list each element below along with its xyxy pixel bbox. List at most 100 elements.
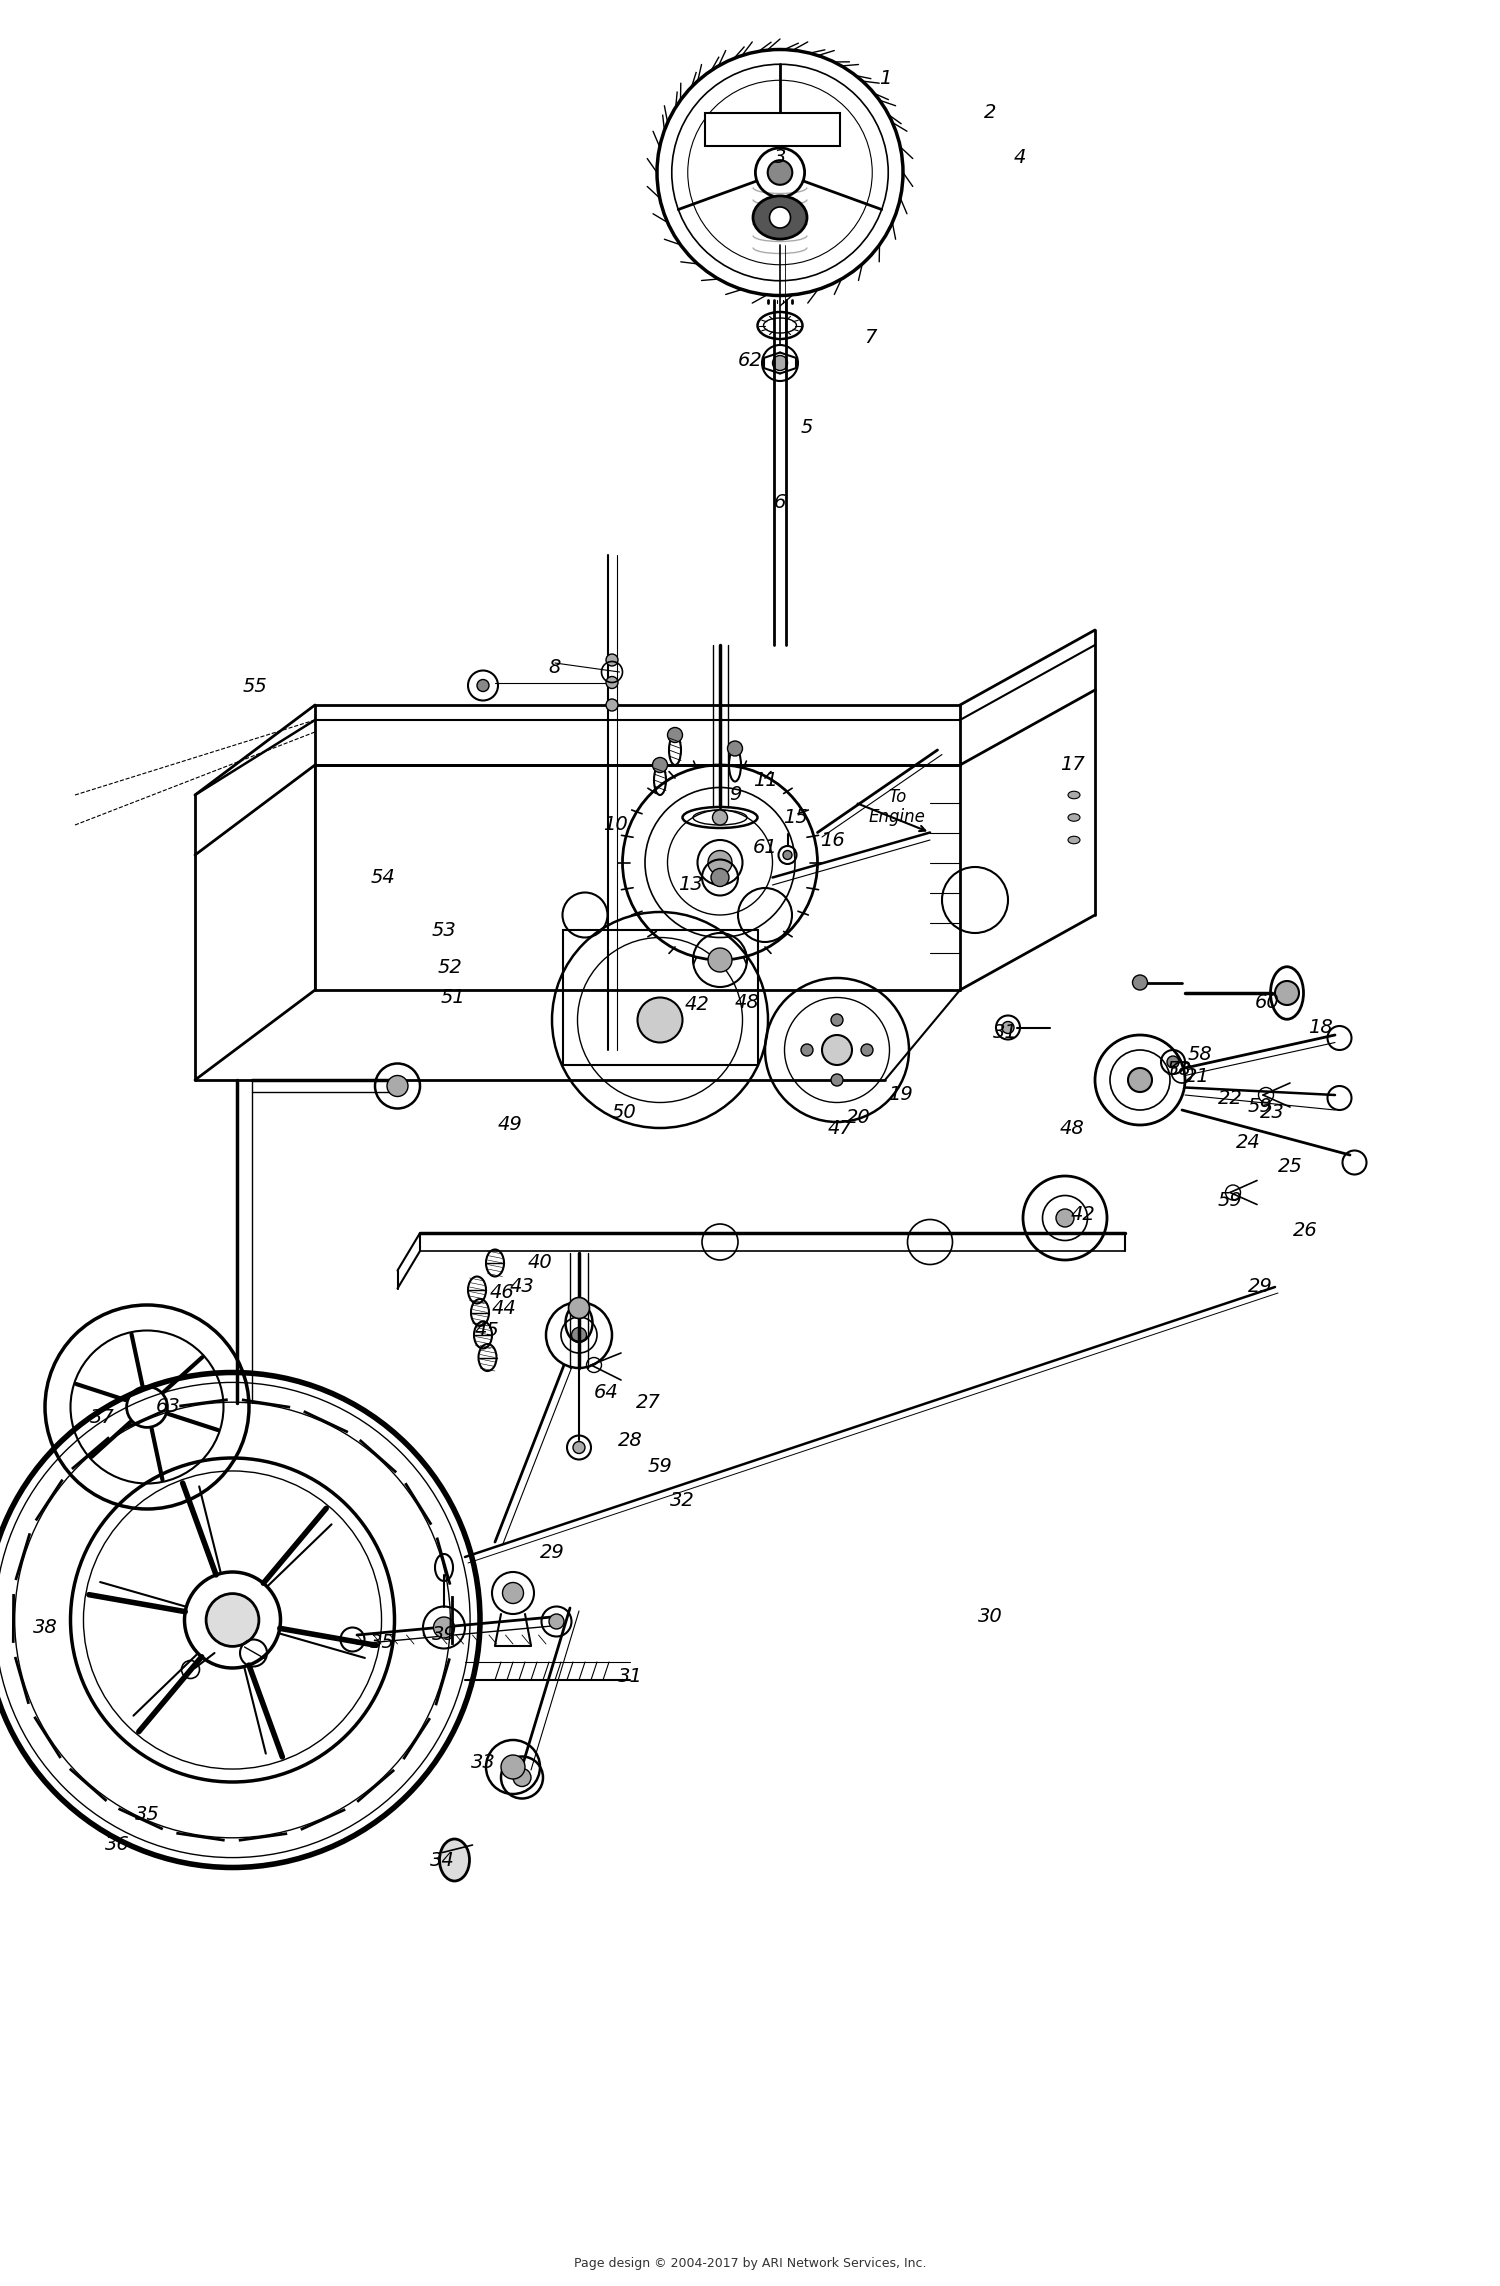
Text: 51: 51 xyxy=(441,988,465,1008)
Circle shape xyxy=(568,1298,590,1319)
Text: 42: 42 xyxy=(1071,1205,1095,1225)
Circle shape xyxy=(768,160,792,185)
Text: 6: 6 xyxy=(774,494,786,512)
Ellipse shape xyxy=(1068,814,1080,821)
Text: 26: 26 xyxy=(1293,1221,1317,1239)
Text: 38: 38 xyxy=(33,1618,57,1637)
Circle shape xyxy=(708,850,732,876)
Circle shape xyxy=(668,727,682,743)
Text: 19: 19 xyxy=(888,1086,912,1104)
Circle shape xyxy=(1167,1056,1179,1068)
Text: 31: 31 xyxy=(993,1022,1017,1042)
Text: 15: 15 xyxy=(783,807,807,828)
Text: 54: 54 xyxy=(370,869,394,887)
Text: 29: 29 xyxy=(540,1543,564,1561)
Circle shape xyxy=(711,869,729,887)
Circle shape xyxy=(513,1769,531,1785)
Text: 64: 64 xyxy=(594,1383,618,1401)
Circle shape xyxy=(573,1442,585,1454)
Text: 21: 21 xyxy=(1185,1068,1209,1086)
Ellipse shape xyxy=(753,197,807,240)
Circle shape xyxy=(206,1593,260,1646)
Text: Page design © 2004-2017 by ARI Network Services, Inc.: Page design © 2004-2017 by ARI Network S… xyxy=(573,2256,926,2270)
Text: 2: 2 xyxy=(984,103,996,121)
Circle shape xyxy=(1132,976,1148,990)
Text: 49: 49 xyxy=(498,1116,522,1134)
Circle shape xyxy=(772,357,788,370)
Bar xyxy=(705,112,840,146)
Text: 59: 59 xyxy=(1248,1097,1272,1116)
Text: 24: 24 xyxy=(1236,1134,1260,1152)
Circle shape xyxy=(606,700,618,711)
Text: 34: 34 xyxy=(430,1849,454,1870)
Circle shape xyxy=(387,1074,408,1097)
Circle shape xyxy=(783,850,792,860)
Text: 16: 16 xyxy=(821,830,844,850)
Text: 22: 22 xyxy=(1218,1088,1242,1106)
Text: 40: 40 xyxy=(528,1253,552,1273)
Bar xyxy=(562,930,758,1065)
Circle shape xyxy=(1275,981,1299,1006)
Ellipse shape xyxy=(1068,791,1080,798)
Circle shape xyxy=(652,757,668,773)
Text: 48: 48 xyxy=(735,992,759,1010)
Text: 20: 20 xyxy=(846,1109,870,1127)
Circle shape xyxy=(572,1328,586,1342)
Circle shape xyxy=(861,1045,873,1056)
Text: 43: 43 xyxy=(510,1278,534,1296)
Circle shape xyxy=(606,654,618,665)
Circle shape xyxy=(549,1614,564,1630)
Text: 31: 31 xyxy=(618,1666,642,1687)
Circle shape xyxy=(638,997,682,1042)
Text: 45: 45 xyxy=(476,1321,500,1340)
Text: 5: 5 xyxy=(801,418,813,437)
Text: 8: 8 xyxy=(549,658,561,677)
Circle shape xyxy=(1056,1209,1074,1228)
Text: 52: 52 xyxy=(438,958,462,976)
Text: 61: 61 xyxy=(753,839,777,857)
Text: 44: 44 xyxy=(492,1298,516,1317)
Circle shape xyxy=(822,1036,852,1065)
Circle shape xyxy=(1128,1068,1152,1093)
Text: 47: 47 xyxy=(828,1118,852,1138)
Text: 35: 35 xyxy=(370,1632,394,1653)
Text: 28: 28 xyxy=(618,1431,642,1449)
Text: To
Engine: To Engine xyxy=(868,789,925,828)
Text: 37: 37 xyxy=(90,1408,114,1426)
Circle shape xyxy=(477,679,489,690)
Circle shape xyxy=(433,1616,454,1639)
Circle shape xyxy=(503,1582,524,1602)
Text: 62: 62 xyxy=(738,350,762,370)
Text: 33: 33 xyxy=(471,1753,495,1772)
Circle shape xyxy=(712,809,728,825)
Ellipse shape xyxy=(1068,837,1080,844)
Text: 63: 63 xyxy=(156,1397,180,1417)
Text: 30: 30 xyxy=(978,1607,1002,1628)
Circle shape xyxy=(801,1045,813,1056)
Circle shape xyxy=(501,1756,525,1779)
Text: 32: 32 xyxy=(670,1490,694,1509)
Circle shape xyxy=(831,1074,843,1086)
Circle shape xyxy=(728,741,742,757)
Text: 36: 36 xyxy=(105,1836,129,1854)
Text: 11: 11 xyxy=(753,770,777,789)
Text: 58: 58 xyxy=(1167,1061,1191,1079)
Text: 23: 23 xyxy=(1260,1104,1284,1122)
Text: 46: 46 xyxy=(490,1282,514,1303)
Text: 29: 29 xyxy=(1248,1278,1272,1296)
Circle shape xyxy=(708,949,732,972)
Text: 13: 13 xyxy=(678,876,702,894)
Circle shape xyxy=(770,208,790,229)
Ellipse shape xyxy=(440,1838,470,1881)
Text: 7: 7 xyxy=(864,327,876,347)
Text: 60: 60 xyxy=(1256,992,1280,1010)
Text: 39: 39 xyxy=(432,1625,456,1644)
Circle shape xyxy=(831,1015,843,1026)
Text: 1: 1 xyxy=(879,69,891,87)
Circle shape xyxy=(1002,1022,1014,1033)
Text: 4: 4 xyxy=(1014,149,1026,167)
Text: 55: 55 xyxy=(243,677,267,697)
Text: 25: 25 xyxy=(1278,1157,1302,1177)
Text: 17: 17 xyxy=(1060,754,1084,775)
Text: 59: 59 xyxy=(648,1458,672,1477)
